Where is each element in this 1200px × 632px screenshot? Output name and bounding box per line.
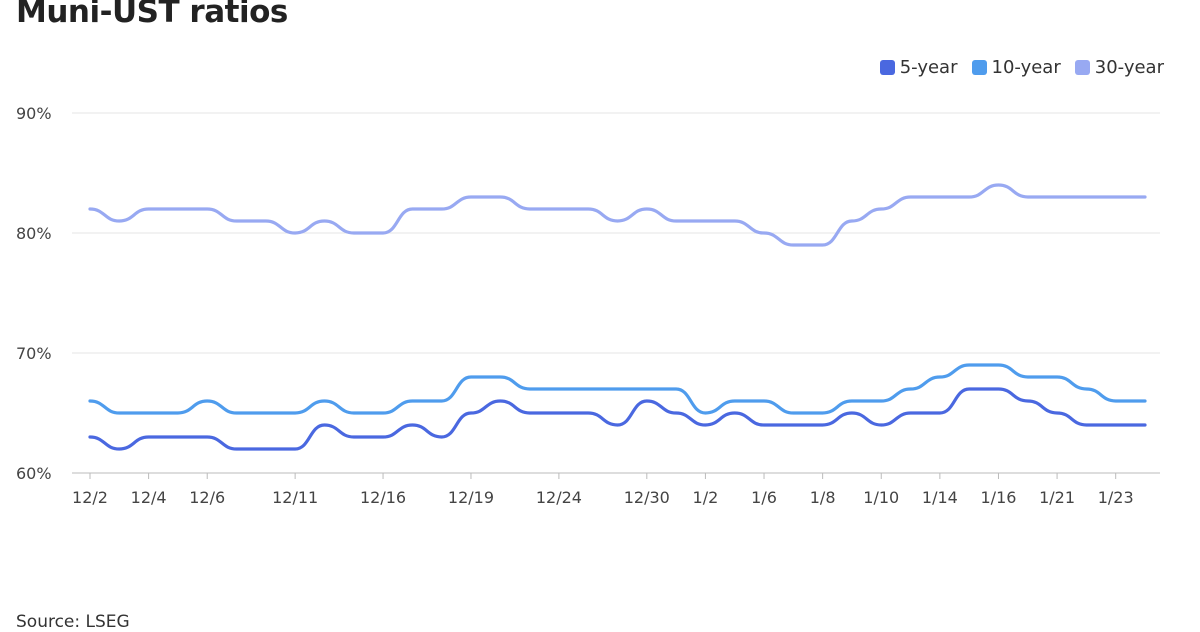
x-tick-label: 12/2 bbox=[72, 488, 108, 507]
legend-item-30-year[interactable]: 30-year bbox=[1074, 57, 1164, 78]
legend-swatch-30-year bbox=[1074, 60, 1090, 75]
source-note: Source: LSEG bbox=[16, 612, 130, 632]
x-tick-label: 12/19 bbox=[448, 488, 494, 507]
x-tick-label: 1/10 bbox=[863, 488, 899, 507]
x-tick-label: 1/14 bbox=[922, 488, 958, 507]
y-tick-label: 60% bbox=[16, 464, 52, 483]
legend-label-5-year: 5-year bbox=[899, 57, 958, 78]
y-tick-label: 80% bbox=[16, 224, 52, 243]
x-tick-label: 1/2 bbox=[693, 488, 719, 507]
legend-item-5-year[interactable]: 5-year bbox=[879, 57, 958, 78]
chart-title: Muni-UST ratios bbox=[16, 0, 288, 30]
y-tick-label: 90% bbox=[16, 104, 52, 123]
legend-item-10-year[interactable]: 10-year bbox=[971, 57, 1061, 78]
legend: 5-year 10-year 30-year bbox=[879, 57, 1164, 78]
x-tick-label: 12/11 bbox=[272, 488, 318, 507]
x-tick-label: 1/23 bbox=[1098, 488, 1134, 507]
series-line-5-year bbox=[88, 387, 1147, 451]
series-line-10-year bbox=[88, 363, 1147, 415]
x-tick-label: 12/6 bbox=[189, 488, 225, 507]
legend-label-30-year: 30-year bbox=[1094, 57, 1164, 78]
legend-swatch-5-year bbox=[879, 60, 895, 75]
x-tick-label: 1/16 bbox=[981, 488, 1017, 507]
x-tick-label: 12/30 bbox=[624, 488, 670, 507]
legend-swatch-10-year bbox=[971, 60, 987, 75]
series-line-30-year bbox=[88, 183, 1147, 247]
x-tick-label: 1/21 bbox=[1039, 488, 1075, 507]
x-tick-label: 1/6 bbox=[751, 488, 777, 507]
x-tick-label: 12/24 bbox=[536, 488, 582, 507]
x-tick-label: 12/4 bbox=[131, 488, 167, 507]
x-tick-label: 12/16 bbox=[360, 488, 406, 507]
y-tick-label: 70% bbox=[16, 344, 52, 363]
x-tick-label: 1/8 bbox=[810, 488, 836, 507]
legend-label-10-year: 10-year bbox=[991, 57, 1061, 78]
